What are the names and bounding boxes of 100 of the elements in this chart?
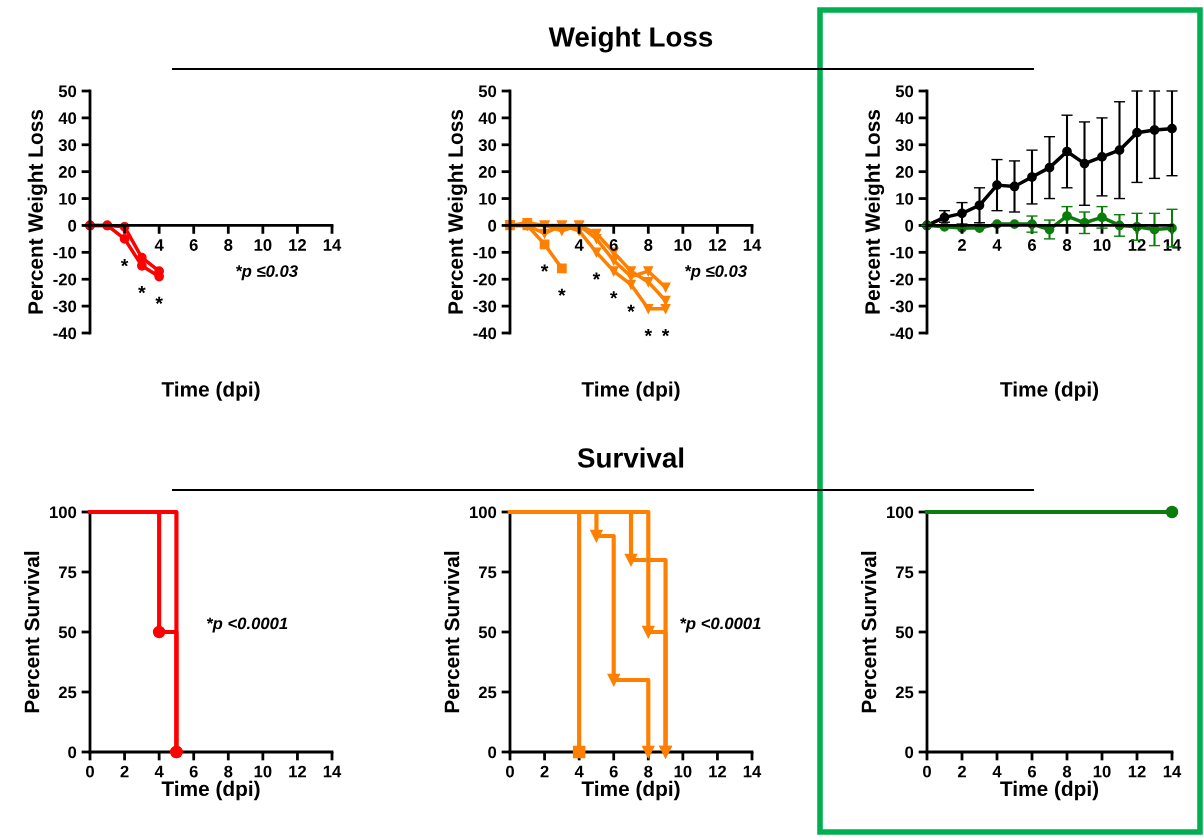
y-tick-label: 0 [68,219,77,232]
x-tick-label: 0 [506,765,514,778]
annotation: * [627,304,635,312]
x-tick-label: 8 [224,765,233,778]
x-axis-title: Time (dpi) [581,780,680,801]
x-tick-label: 6 [189,239,198,251]
y-tick-label: -10 [890,246,914,259]
y-tick-label: 40 [58,112,77,125]
x-tick-label: 2 [957,239,966,251]
y-tick-label: 0 [905,746,914,759]
x-tick-label: 14 [1163,239,1182,251]
annotation: * [120,259,129,267]
x-tick-label: 8 [224,239,233,251]
y-axis-title: Percent Survival [444,551,460,713]
x-tick-label: 2 [540,765,549,778]
y-tick-label: 75 [895,566,914,579]
y-tick-label: 100 [887,506,914,519]
x-tick-label: 2 [120,765,129,778]
x-tick-label: 2 [957,765,966,778]
y-tick-label: 10 [479,192,497,205]
y-tick-label: 50 [58,85,77,98]
x-tick-label: 12 [1128,239,1146,251]
x-tick-label: 12 [709,765,727,778]
y-tick-label: 40 [478,112,497,125]
chart-title: Weight Loss [548,26,713,53]
y-tick-label: 10 [896,192,914,205]
x-axis-title: Time (dpi) [1000,780,1099,801]
x-tick-label: 14 [323,765,342,778]
x-tick-label: 4 [992,239,1002,251]
y-axis-title: Percent Survival [24,551,40,713]
x-tick-label: 8 [644,765,653,778]
x-tick-label: 6 [1027,765,1037,778]
y-tick-label: 40 [895,112,914,125]
x-tick-label: 12 [1128,765,1146,778]
y-tick-label: 30 [895,139,914,151]
chart-title: Survival [577,447,684,468]
y-tick-label: 0 [488,219,497,232]
annotation: * [644,328,653,337]
annotation: * [592,272,601,280]
y-tick-label: -40 [473,327,497,340]
x-tick-label: 6 [609,765,618,778]
y-tick-label: 10 [59,192,77,205]
annotation: *p <0.0001 [206,617,288,633]
x-axis-title: Time (dpi) [1000,381,1099,401]
x-tick-label: 14 [743,239,762,251]
y-axis-title: Percent Weight Loss [27,110,48,314]
x-tick-label: 4 [154,239,164,251]
x-axis-title: Time (dpi) [161,381,260,401]
x-tick-label: 4 [154,765,164,778]
y-tick-label: -20 [53,273,77,286]
y-tick-label: 0 [68,746,77,759]
annotation: * [558,288,566,296]
y-tick-label: -10 [53,246,77,259]
x-tick-label: 8 [1062,765,1072,778]
x-axis-title: Time (dpi) [581,381,680,401]
annotation: * [609,291,618,299]
x-tick-label: 14 [743,765,762,778]
y-tick-label: 25 [478,686,497,699]
x-tick-label: 8 [644,239,653,251]
x-tick-label: 12 [289,765,307,778]
y-axis-title: Percent Survival [861,551,877,713]
annotation: * [540,264,549,272]
y-tick-label: 50 [478,85,497,98]
x-axis-title: Time (dpi) [161,780,260,801]
y-tick-label: 0 [905,219,914,232]
annotation: *p ≤0.03 [684,265,747,281]
y-tick-label: 20 [895,166,914,178]
x-tick-label: 12 [289,239,307,251]
x-tick-label: 8 [1062,239,1072,251]
x-tick-label: 10 [1093,239,1111,251]
annotation: *p <0.0001 [680,617,761,633]
x-tick-label: 10 [254,239,272,251]
x-tick-label: 12 [709,239,727,251]
x-tick-label: 0 [86,765,94,778]
x-tick-label: 10 [674,765,692,778]
x-tick-label: 10 [254,765,272,778]
y-tick-label: -40 [890,327,914,340]
y-tick-label: 0 [488,746,497,759]
x-tick-label: 14 [1163,765,1182,778]
annotation: * [138,285,146,294]
y-tick-label: -30 [53,300,77,313]
y-tick-label: 100 [50,506,77,519]
y-axis-title: Percent Weight Loss [447,110,468,314]
x-tick-label: 4 [574,239,584,251]
y-tick-label: 75 [478,566,497,579]
annotation: * [661,328,670,337]
x-tick-label: 14 [323,239,342,251]
y-tick-label: 25 [58,686,77,699]
y-tick-label: 25 [895,686,914,699]
x-tick-label: 4 [992,765,1002,778]
x-tick-label: 4 [574,765,584,778]
y-tick-label: 100 [470,506,497,519]
x-tick-label: 6 [1027,239,1037,251]
y-tick-label: -10 [473,246,497,259]
x-tick-label: 10 [674,239,692,251]
x-tick-label: 6 [189,765,198,778]
y-tick-label: -20 [890,273,914,286]
x-tick-label: 10 [1093,765,1111,778]
y-tick-label: 50 [478,626,497,639]
y-tick-label: -40 [53,327,77,340]
